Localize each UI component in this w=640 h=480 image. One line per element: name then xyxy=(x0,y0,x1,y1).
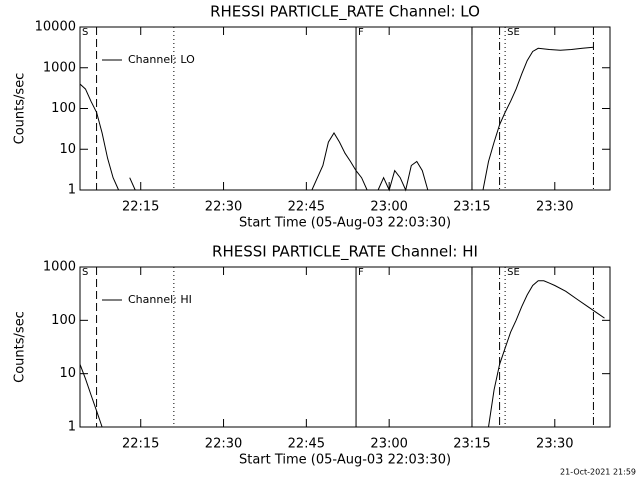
y-axis-label: Counts/sec xyxy=(13,73,28,145)
legend-label: Channel: LO xyxy=(128,53,195,66)
y-tick-label: 10000 xyxy=(35,20,76,35)
x-tick-label: 23:15 xyxy=(453,200,490,215)
footer: 21-Oct-2021 21:59 xyxy=(560,468,636,477)
y-tick-label: 10 xyxy=(59,142,76,157)
y-tick-label: 10 xyxy=(59,366,76,381)
y-tick-label: 100 xyxy=(51,101,76,116)
y-tick-label: 1 xyxy=(68,420,76,435)
plot-frame xyxy=(79,266,611,428)
annotation: S xyxy=(82,27,88,38)
x-tick-label: 22:15 xyxy=(122,200,159,215)
y-tick-label: 1000 xyxy=(43,60,76,75)
data-line xyxy=(79,46,594,192)
x-tick-label: 22:30 xyxy=(205,200,242,215)
x-axis-label: Start Time (05-Aug-03 22:03:30) xyxy=(239,453,451,468)
x-tick-label: 23:00 xyxy=(370,200,407,215)
x-tick-label: 23:30 xyxy=(536,200,573,215)
x-tick-label: 23:30 xyxy=(536,437,573,452)
x-tick-label: 22:45 xyxy=(288,200,325,215)
chart-title: RHESSI PARTICLE_RATE Channel: LO xyxy=(210,3,480,22)
x-axis-label: Start Time (05-Aug-03 22:03:30) xyxy=(239,216,451,231)
x-tick-label: 22:30 xyxy=(205,437,242,452)
annotation: SE xyxy=(507,27,520,38)
legend-label: Channel: HI xyxy=(128,293,192,306)
annotation: F xyxy=(358,267,364,278)
chart-title: RHESSI PARTICLE_RATE Channel: HI xyxy=(212,243,478,262)
x-tick-label: 23:00 xyxy=(370,437,407,452)
x-tick-label: 22:45 xyxy=(288,437,325,452)
annotation: F xyxy=(358,27,364,38)
annotation: S xyxy=(82,267,88,278)
x-tick-label: 23:15 xyxy=(453,437,490,452)
y-tick-label: 100 xyxy=(51,313,76,328)
x-tick-label: 22:15 xyxy=(122,437,159,452)
y-tick-label: 1 xyxy=(68,183,76,198)
y-axis-label: Counts/sec xyxy=(13,311,28,383)
data-line xyxy=(79,280,605,428)
y-tick-label: 1000 xyxy=(43,260,76,275)
annotation: SE xyxy=(507,267,520,278)
